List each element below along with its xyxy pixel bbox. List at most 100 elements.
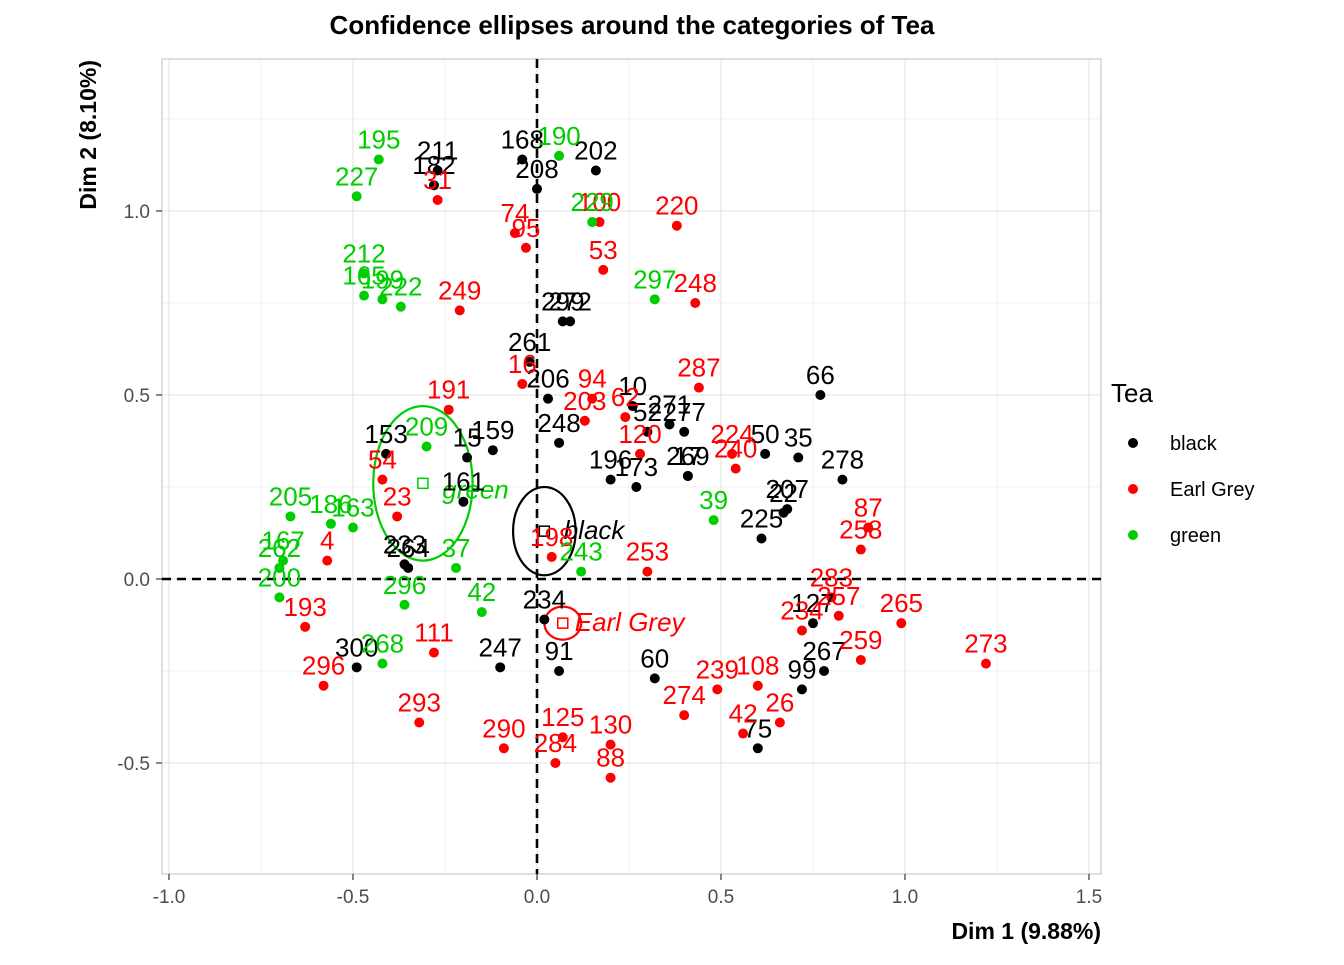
point-earl-grey <box>587 393 598 404</box>
point-label-green: 200 <box>258 562 301 592</box>
confidence-ellipses: black Earl Grey green <box>372 404 687 641</box>
point-black <box>837 474 848 485</box>
point-label-black: 159 <box>471 415 514 445</box>
point-label-black: 211 <box>417 136 458 166</box>
point-black <box>495 662 506 673</box>
point-earl-grey <box>796 625 807 636</box>
point-label-earl-grey: 293 <box>398 688 441 718</box>
point-earl-grey <box>579 415 590 426</box>
point-black <box>793 452 804 463</box>
point-label-black: 153 <box>364 419 407 449</box>
point-green <box>359 268 370 279</box>
chart-title: Confidence ellipses around the categorie… <box>330 10 935 40</box>
point-earl-grey <box>896 618 907 629</box>
point-green <box>476 607 487 618</box>
point-label-green: 296 <box>383 570 426 600</box>
point-earl-grey <box>322 555 333 566</box>
point-label-earl-grey: 248 <box>674 268 717 298</box>
point-earl-grey <box>605 772 616 783</box>
point-black <box>403 562 414 573</box>
point-label-black: 277 <box>663 397 706 427</box>
point-black <box>664 419 675 430</box>
point-earl-grey <box>690 298 701 308</box>
x-tick-label: 1.5 <box>1076 887 1102 908</box>
point-black <box>462 452 473 463</box>
point-black <box>458 496 469 507</box>
point-label-earl-grey: 198 <box>530 522 573 552</box>
point-earl-grey <box>738 728 749 739</box>
point-black <box>760 448 771 459</box>
point-label-black: 75 <box>743 713 772 743</box>
legend: Tea black Earl Grey green <box>1111 378 1254 547</box>
point-black <box>557 316 568 327</box>
point-earl-grey <box>635 448 646 459</box>
centroid-black <box>538 525 551 537</box>
point-black <box>756 533 767 544</box>
point-earl-grey <box>509 228 520 239</box>
point-earl-grey <box>300 621 311 632</box>
point-black <box>815 390 826 400</box>
point-label-black: 233 <box>383 529 426 559</box>
point-label-earl-grey: 253 <box>626 537 669 567</box>
category-label-green: green <box>442 475 509 505</box>
point-label-earl-grey: 240 <box>714 434 757 464</box>
point-earl-grey <box>414 717 425 728</box>
point-label-earl-grey: 87 <box>854 492 883 522</box>
point-black <box>532 183 542 194</box>
point-label-green: 227 <box>335 161 378 191</box>
legend-key-green <box>1128 530 1138 540</box>
point-label-earl-grey: 111 <box>414 618 454 648</box>
x-tick-label: 0.5 <box>708 887 734 908</box>
point-label-green: 37 <box>442 533 471 563</box>
point-label-black: 208 <box>515 154 558 184</box>
panel-background <box>162 59 1101 874</box>
point-label-earl-grey: 88 <box>596 743 625 773</box>
point-label-green: 212 <box>342 239 385 269</box>
legend-label-black: black <box>1170 433 1218 455</box>
point-label-earl-grey: 125 <box>541 702 584 732</box>
point-label-earl-grey: 273 <box>964 629 1007 659</box>
point-label-earl-grey: 95 <box>511 213 540 243</box>
point-label-earl-grey: 16 <box>508 349 537 379</box>
point-label-black: 66 <box>806 360 835 390</box>
point-earl-grey <box>520 242 531 253</box>
point-label-black: 278 <box>821 445 864 475</box>
point-label-earl-grey: 259 <box>839 625 882 655</box>
point-black <box>539 614 550 625</box>
point-earl-grey <box>377 474 388 485</box>
point-earl-grey <box>679 710 690 721</box>
point-earl-grey <box>730 463 741 474</box>
point-label-earl-grey: 290 <box>482 713 525 743</box>
point-label-green: 190 <box>537 121 580 151</box>
x-tick-label: -0.5 <box>337 887 370 908</box>
point-label-black: 10 <box>618 371 647 401</box>
point-label-black: 196 <box>589 445 632 475</box>
point-label-black: 272 <box>548 286 591 316</box>
point-black <box>554 437 565 448</box>
point-label-earl-grey: 274 <box>663 680 706 710</box>
point-label-black: 261 <box>508 327 551 357</box>
point-label-earl-grey: 257 <box>817 581 860 611</box>
category-label-black: black <box>564 515 627 545</box>
point-green <box>348 522 358 533</box>
point-label-earl-grey: 4 <box>320 526 334 556</box>
point-label-earl-grey: 54 <box>368 445 397 475</box>
point-label-earl-grey: 31 <box>423 165 452 195</box>
point-label-earl-grey: 62 <box>611 382 640 412</box>
axes: -1.0 -0.5 0.0 0.5 1.0 1.5 -0.5 0.0 0.5 1.0 <box>117 202 1102 908</box>
point-green <box>421 441 432 452</box>
point-black <box>605 474 616 485</box>
legend-label-green: green <box>1170 525 1221 547</box>
point-green <box>285 511 296 522</box>
point-label-black: 17 <box>673 441 702 471</box>
point-label-green: 163 <box>331 492 374 522</box>
point-green <box>377 294 388 305</box>
point-green <box>377 658 388 669</box>
point-black <box>679 426 690 437</box>
point-label-earl-grey: 193 <box>283 592 326 622</box>
point-earl-grey <box>557 732 568 743</box>
point-earl-grey <box>318 680 329 691</box>
point-label-green: 297 <box>633 264 676 294</box>
x-axis-title: Dim 1 (9.88%) <box>951 918 1101 944</box>
